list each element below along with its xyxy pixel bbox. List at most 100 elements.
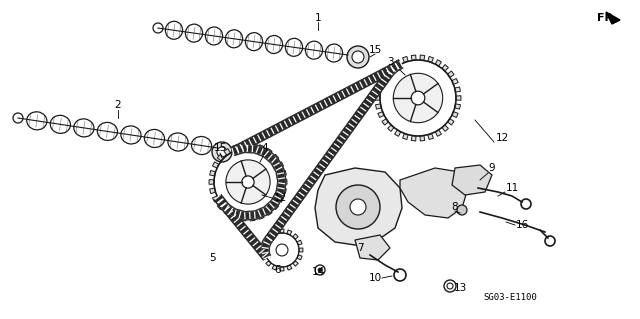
- Polygon shape: [209, 180, 214, 184]
- Polygon shape: [442, 125, 449, 131]
- Polygon shape: [420, 55, 425, 61]
- Polygon shape: [315, 168, 402, 245]
- Polygon shape: [212, 162, 219, 168]
- Text: 10: 10: [369, 273, 381, 283]
- Circle shape: [394, 73, 443, 123]
- Text: 7: 7: [356, 243, 364, 253]
- Polygon shape: [277, 196, 284, 202]
- Polygon shape: [210, 188, 216, 194]
- Text: FR.: FR.: [597, 13, 618, 23]
- Polygon shape: [297, 240, 302, 245]
- Polygon shape: [375, 96, 380, 100]
- Polygon shape: [272, 203, 278, 210]
- Polygon shape: [378, 78, 384, 85]
- Polygon shape: [376, 87, 381, 92]
- Polygon shape: [382, 119, 388, 125]
- Polygon shape: [277, 162, 284, 168]
- Polygon shape: [266, 234, 271, 239]
- Polygon shape: [395, 60, 401, 66]
- Text: 4: 4: [262, 143, 268, 153]
- Polygon shape: [452, 165, 492, 195]
- Polygon shape: [292, 261, 298, 266]
- Text: SG03-E1100: SG03-E1100: [483, 293, 537, 302]
- Polygon shape: [280, 229, 284, 233]
- Polygon shape: [262, 240, 267, 245]
- Polygon shape: [454, 104, 460, 109]
- Polygon shape: [420, 136, 425, 141]
- Polygon shape: [388, 125, 394, 131]
- Text: 12: 12: [495, 133, 509, 143]
- Text: 15: 15: [213, 143, 227, 153]
- Circle shape: [457, 205, 467, 215]
- Polygon shape: [258, 213, 264, 219]
- Polygon shape: [280, 170, 286, 176]
- Text: 6: 6: [275, 265, 282, 275]
- Polygon shape: [287, 265, 292, 270]
- Circle shape: [352, 51, 364, 63]
- Circle shape: [217, 147, 227, 157]
- Polygon shape: [266, 209, 272, 215]
- Polygon shape: [212, 196, 219, 202]
- Polygon shape: [388, 64, 394, 71]
- Text: 3: 3: [387, 57, 394, 67]
- Polygon shape: [272, 154, 278, 161]
- Polygon shape: [272, 265, 277, 270]
- Polygon shape: [403, 133, 408, 139]
- Polygon shape: [250, 215, 255, 221]
- Text: 15: 15: [369, 45, 381, 55]
- Polygon shape: [266, 261, 271, 266]
- Polygon shape: [452, 78, 458, 85]
- Polygon shape: [232, 213, 238, 219]
- Circle shape: [347, 46, 369, 68]
- Polygon shape: [456, 96, 461, 100]
- Polygon shape: [454, 87, 460, 92]
- Polygon shape: [299, 248, 303, 252]
- Text: 14: 14: [312, 267, 324, 277]
- Polygon shape: [382, 71, 388, 77]
- Polygon shape: [250, 143, 255, 149]
- Polygon shape: [280, 267, 284, 271]
- Polygon shape: [280, 188, 286, 194]
- Polygon shape: [435, 130, 442, 136]
- Polygon shape: [403, 56, 408, 63]
- Circle shape: [212, 142, 232, 162]
- Polygon shape: [447, 119, 454, 125]
- Circle shape: [242, 176, 254, 188]
- Polygon shape: [428, 133, 433, 139]
- Polygon shape: [435, 60, 442, 66]
- Polygon shape: [412, 55, 416, 61]
- Polygon shape: [442, 64, 449, 71]
- Text: 16: 16: [515, 220, 529, 230]
- Polygon shape: [395, 130, 401, 136]
- Polygon shape: [428, 56, 433, 63]
- Polygon shape: [258, 145, 264, 151]
- Polygon shape: [287, 230, 292, 235]
- Text: 8: 8: [452, 202, 458, 212]
- Polygon shape: [376, 104, 381, 109]
- Polygon shape: [218, 203, 224, 210]
- Text: 9: 9: [489, 163, 495, 173]
- Polygon shape: [452, 112, 458, 117]
- Polygon shape: [232, 145, 238, 151]
- Text: 2: 2: [115, 100, 122, 110]
- Circle shape: [336, 185, 380, 229]
- Polygon shape: [400, 168, 468, 218]
- Polygon shape: [218, 154, 224, 161]
- Text: 13: 13: [453, 283, 467, 293]
- Polygon shape: [297, 255, 302, 260]
- Text: 5: 5: [209, 253, 215, 263]
- Polygon shape: [378, 112, 384, 117]
- Circle shape: [411, 91, 425, 105]
- Polygon shape: [262, 255, 267, 260]
- Polygon shape: [282, 180, 287, 184]
- Polygon shape: [241, 143, 246, 149]
- Circle shape: [350, 199, 366, 215]
- Polygon shape: [224, 209, 230, 215]
- Polygon shape: [355, 235, 390, 260]
- Text: 1: 1: [315, 13, 321, 23]
- Text: 12: 12: [273, 193, 287, 203]
- Polygon shape: [224, 149, 230, 155]
- Polygon shape: [210, 170, 216, 176]
- Polygon shape: [447, 71, 454, 77]
- Polygon shape: [241, 215, 246, 221]
